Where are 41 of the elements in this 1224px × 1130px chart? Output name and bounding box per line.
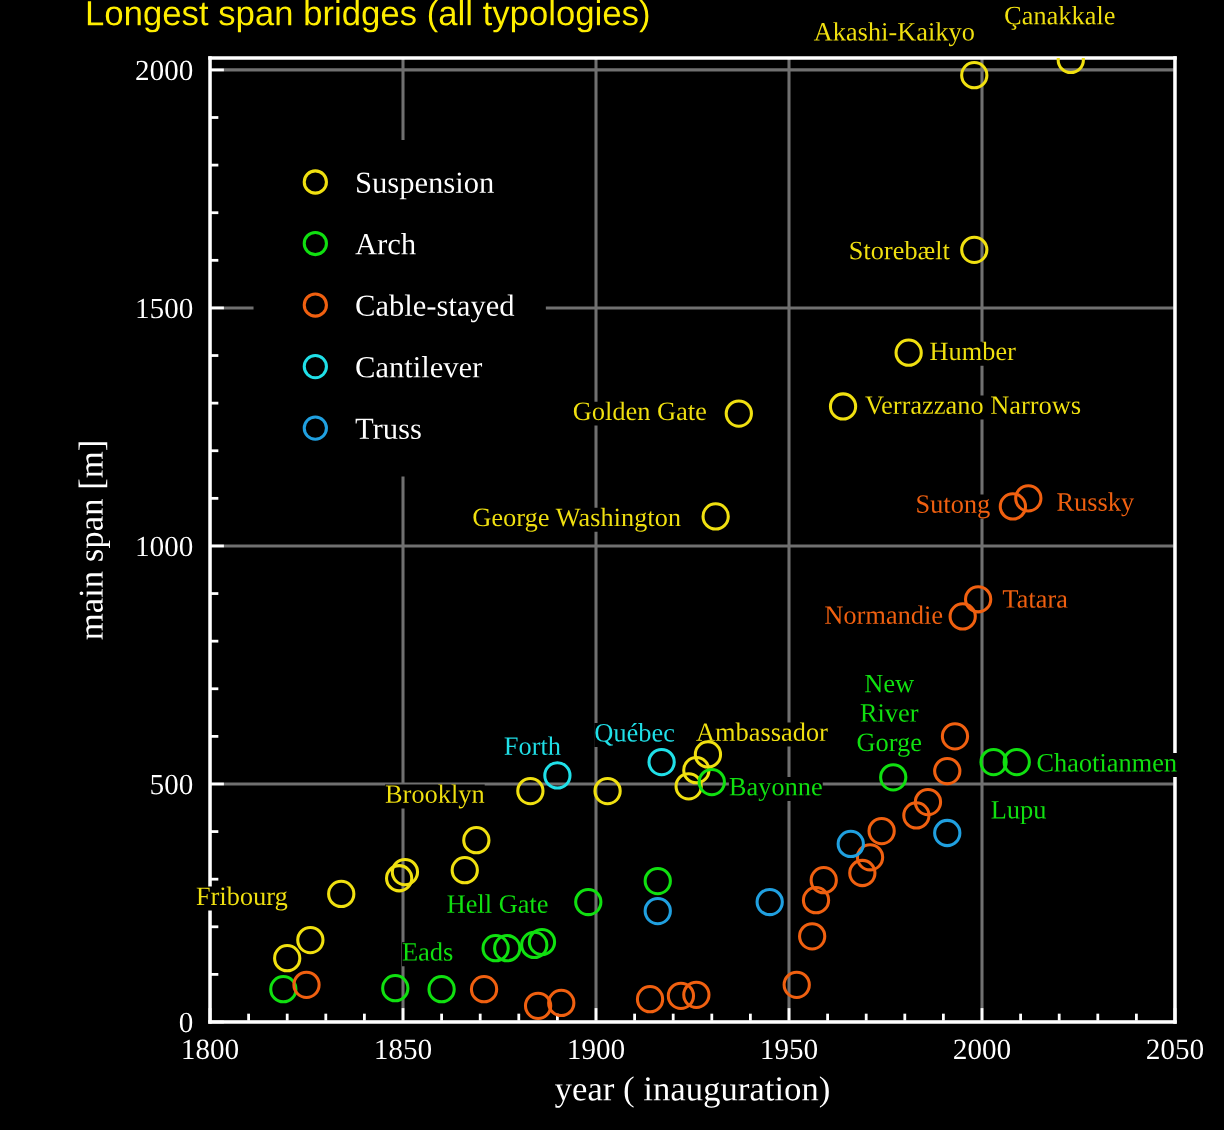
- annotation: Hell Gate: [447, 894, 548, 913]
- y-tick-label: 1500: [137, 298, 193, 319]
- annotation: Chaotianmen: [1037, 753, 1177, 772]
- legend-label: Suspension: [357, 172, 494, 200]
- x-tick-label: 1950: [762, 1039, 818, 1060]
- annotation: New River Gorge: [857, 674, 922, 757]
- legend-label: Cable-stayed: [356, 294, 515, 323]
- annotation: Normandie: [825, 605, 943, 625]
- annotation: Golden Gate: [573, 401, 706, 421]
- annotation: Verrazzano Narrows: [865, 396, 1081, 415]
- annotation: Bayonne: [729, 778, 822, 802]
- y-tick-label: 2000: [136, 60, 193, 81]
- x-tick-label: 2050: [1147, 1039, 1204, 1060]
- annotation: Forth: [504, 736, 561, 756]
- y-axis-title: main span [m]: [78, 442, 110, 640]
- annotation: Storebælt: [850, 240, 950, 260]
- annotation: Lupu: [991, 801, 1046, 825]
- legend-label: Arch: [355, 233, 416, 255]
- y-tick-label: 500: [151, 774, 193, 795]
- annotation: Eads: [402, 942, 453, 961]
- annotation: Tatara: [1002, 590, 1068, 608]
- annotation: Akashi-Kaikyo: [813, 22, 974, 47]
- x-tick-label: 1850: [376, 1039, 432, 1060]
- annotation: Çanakkale: [1005, 5, 1115, 30]
- legend-label: Cantilever: [356, 356, 483, 378]
- legend-label: Truss: [355, 418, 421, 440]
- annotation: George Washington: [473, 507, 681, 532]
- annotation: Sutong: [917, 495, 990, 519]
- annotation: Québec: [595, 723, 675, 746]
- annotation: Humber: [930, 341, 1016, 361]
- x-tick-label: 1800: [183, 1039, 239, 1060]
- y-tick-label: 1000: [137, 536, 193, 557]
- x-tick-label: 1900: [569, 1039, 625, 1060]
- x-axis-title: year ( inauguration): [555, 1076, 829, 1108]
- chart-title: Longest span bridges (all typologies): [87, 0, 649, 33]
- annotation: Fribourg: [196, 886, 288, 911]
- annotation: Ambassador: [696, 722, 828, 742]
- annotation: Brooklyn: [385, 784, 485, 809]
- annotation: Russky: [1057, 492, 1135, 517]
- x-tick-label: 2000: [954, 1039, 1011, 1060]
- y-tick-label: 0: [179, 1012, 193, 1033]
